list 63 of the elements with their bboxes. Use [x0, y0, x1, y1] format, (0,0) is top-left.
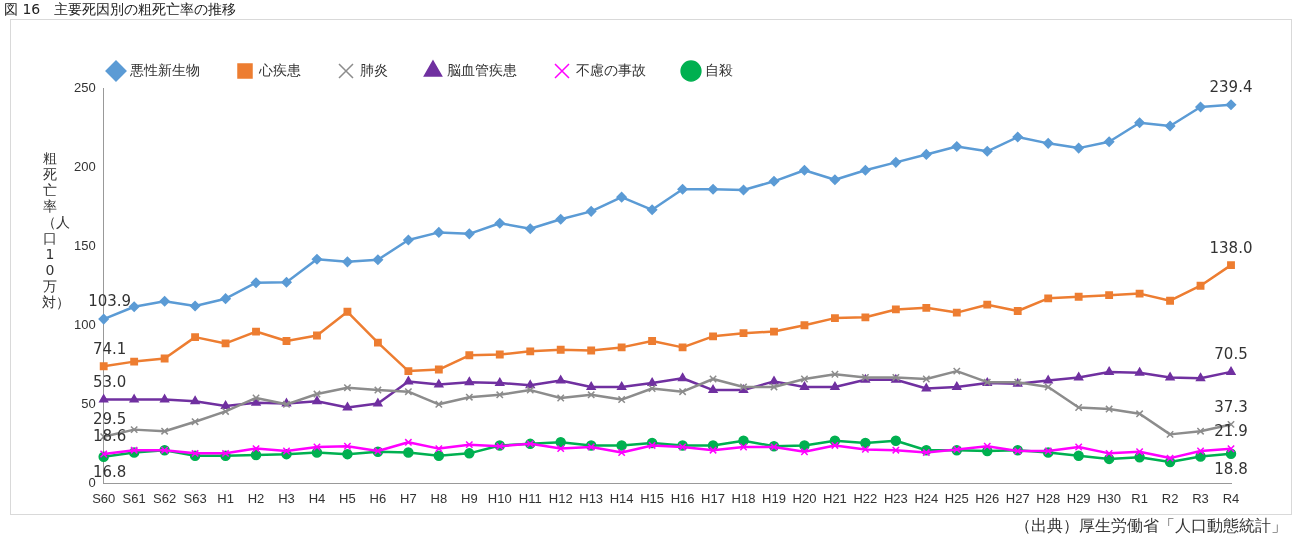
data-label: 53.0 [92, 372, 127, 391]
x-tick-label: H6 [369, 490, 387, 506]
y-tick-label: 250 [73, 79, 96, 95]
x-tick-label: H17 [701, 490, 725, 506]
x-tick-label: R2 [1161, 490, 1179, 506]
data-label: 239.4 [1209, 78, 1253, 97]
x-tick-label: H12 [548, 490, 573, 506]
legend-label: 脳血管疾患 [447, 61, 517, 78]
data-label: 103.9 [88, 292, 132, 311]
x-tick-label: H5 [339, 490, 356, 506]
data-label: 18.8 [1214, 460, 1248, 479]
x-tick-label: H27 [1005, 490, 1030, 506]
y-tick-label: 0 [88, 474, 96, 490]
x-tick-label: H9 [460, 490, 478, 506]
x-tick-label: H26 [975, 490, 1000, 506]
x-tick-label: H23 [883, 490, 908, 506]
x-tick-label: H25 [944, 490, 969, 506]
legend-label: 心疾患 [258, 61, 301, 78]
x-tick-label: S63 [183, 490, 207, 506]
x-tick-label: H15 [640, 490, 665, 506]
x-tick-label: H14 [609, 490, 634, 506]
x-tick-label: H20 [792, 490, 817, 506]
x-tick-label: H7 [400, 490, 417, 506]
x-tick-label: S60 [92, 490, 116, 506]
x-tick-label: S61 [122, 490, 146, 506]
data-label: 138.0 [1209, 238, 1253, 257]
data-label: 74.1 [92, 339, 127, 358]
y-tick-label: 100 [73, 316, 96, 332]
x-tick-label: R4 [1222, 490, 1240, 506]
data-label: 29.5 [92, 410, 127, 429]
chart-title: 図 16 主要死因別の粗死亡率の推移 [4, 1, 237, 17]
x-tick-label: H1 [217, 490, 234, 506]
data-label: 21.9 [1214, 422, 1248, 441]
x-tick-label: H11 [518, 490, 542, 506]
y-tick-label: 200 [73, 158, 96, 174]
legend-label: 肺炎 [360, 61, 388, 78]
legend-label: 悪性新生物 [129, 61, 200, 78]
y-tick-label: 150 [73, 237, 96, 253]
x-tick-label: H8 [430, 490, 448, 506]
data-label: 37.3 [1214, 397, 1248, 416]
x-tick-label: H18 [731, 490, 756, 506]
x-tick-label: H16 [670, 490, 695, 506]
x-tick-label: H29 [1066, 490, 1091, 506]
text: 粗死亡率（人口10万対） [42, 150, 70, 310]
x-tick-label: H2 [247, 490, 265, 506]
legend-label: 不慮の事故 [576, 61, 646, 78]
x-tick-label: H4 [308, 490, 326, 506]
x-tick-label: H22 [853, 490, 878, 506]
x-tick-label: R1 [1131, 490, 1148, 506]
x-tick-label: H30 [1097, 490, 1122, 506]
x-tick-label: H19 [762, 490, 786, 506]
x-tick-label: S62 [153, 490, 177, 506]
x-tick-label: R3 [1192, 490, 1209, 506]
x-tick-label: H21 [822, 490, 847, 506]
x-tick-label: H28 [1036, 490, 1061, 506]
x-tick-label: H13 [579, 490, 604, 506]
x-tick-label: H24 [914, 490, 939, 506]
x-tick-label: H10 [487, 490, 512, 506]
text: （出典）厚生労働省「人口動態統計」 [1015, 516, 1287, 537]
legend-label: 自殺 [705, 61, 733, 78]
y-tick-label: 50 [81, 395, 96, 411]
data-label: 70.5 [1214, 345, 1248, 364]
x-tick-label: H3 [278, 490, 295, 506]
